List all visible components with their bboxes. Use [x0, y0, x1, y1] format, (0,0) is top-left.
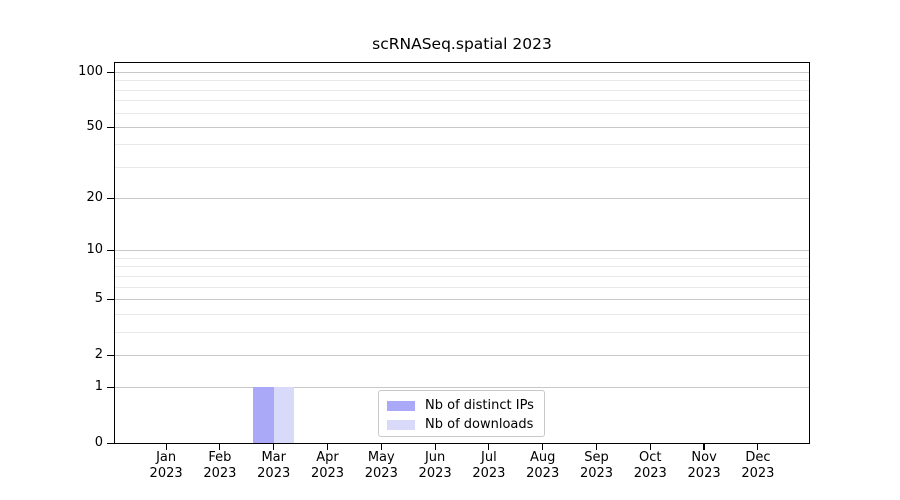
gridline-minor [115, 89, 809, 91]
x-tick-mark [326, 444, 329, 450]
y-tick-mark [107, 387, 114, 389]
legend-label-downloads: Nb of downloads [425, 417, 534, 432]
y-tick-mark [107, 298, 114, 301]
legend-entry-distinct-ips: Nb of distinct IPs [387, 397, 536, 414]
gridline-minor [115, 266, 809, 268]
x-tick-year: 2023 [687, 465, 721, 481]
y-tick-label: 0 [94, 435, 103, 450]
x-tick-year: 2023 [257, 465, 291, 481]
y-tick-label: 10 [86, 242, 103, 258]
legend: Nb of distinct IPs Nb of downloads [378, 390, 545, 437]
x-tick-mark [649, 444, 651, 450]
x-tick-month: Jun [424, 450, 446, 465]
x-tick-mark [165, 444, 167, 450]
x-tick-month: Jul [481, 450, 497, 465]
gridline-major [115, 126, 809, 128]
x-tick-year: 2023 [741, 465, 775, 481]
x-tick-month: Apr [316, 450, 339, 465]
y-tick-mark [107, 250, 114, 252]
x-tick-month: Feb [208, 450, 232, 465]
x-tick-month: Oct [639, 450, 662, 465]
x-tick-mark [488, 444, 490, 450]
legend-swatch-distinct-ips [387, 400, 415, 411]
gridline-major [115, 354, 809, 356]
legend-label-distinct-ips: Nb of distinct IPs [425, 398, 534, 413]
x-tick-year: 2023 [579, 465, 614, 481]
gridline-major [115, 72, 809, 74]
x-tick-year: 2023 [418, 465, 452, 481]
x-tick-mark [757, 444, 759, 450]
gridline-minor [115, 313, 809, 315]
y-tick-label: 100 [78, 64, 103, 80]
x-tick-month: Nov [691, 450, 717, 465]
x-tick-year: 2023 [149, 465, 183, 481]
x-tick-year: 2023 [472, 465, 506, 481]
x-tick-label: Aug 2023 [508, 450, 578, 481]
x-tick-year: 2023 [526, 465, 560, 481]
x-tick-mark [219, 444, 221, 450]
gridline-minor [115, 275, 809, 277]
x-tick-year: 2023 [364, 465, 398, 481]
x-tick-label: Nov 2023 [669, 450, 739, 481]
x-tick-year: 2023 [310, 465, 345, 481]
x-tick-label: Mar 2023 [239, 450, 309, 481]
legend-swatch-downloads [387, 419, 415, 430]
x-tick-label: Feb 2023 [185, 450, 255, 481]
x-tick-mark [595, 444, 598, 450]
x-tick-month: Sep [584, 450, 609, 465]
y-tick-label: 50 [86, 118, 103, 134]
x-tick-month: Jan [156, 450, 177, 465]
gridline-minor [115, 100, 809, 102]
x-tick-mark [380, 444, 382, 450]
gridline-major [115, 250, 809, 252]
x-tick-label: Jan 2023 [131, 450, 201, 481]
gridline-minor [115, 286, 809, 288]
y-tick-label: 2 [94, 346, 103, 362]
gridline-minor [115, 144, 809, 146]
x-tick-label: Apr 2023 [293, 450, 363, 481]
gridline-major [115, 298, 809, 300]
gridline-minor [115, 257, 809, 259]
x-tick-month: Mar [261, 450, 286, 465]
y-tick-mark [107, 354, 114, 356]
x-tick-label: May 2023 [346, 450, 416, 481]
legend-entry-downloads: Nb of downloads [387, 416, 536, 433]
x-tick-label: Dec 2023 [723, 450, 793, 481]
gridline-minor [115, 331, 809, 333]
x-tick-mark [542, 444, 544, 450]
gridline-major [115, 198, 809, 200]
plot-area [114, 62, 810, 444]
y-tick-mark [107, 443, 114, 445]
y-tick-mark [107, 72, 114, 74]
gridline-minor [115, 166, 809, 168]
gridline-minor [115, 112, 809, 114]
y-tick-mark [107, 126, 114, 129]
x-tick-mark [273, 444, 275, 450]
x-tick-month: Aug [529, 450, 556, 465]
gridline-minor [115, 80, 809, 82]
x-tick-label: Jun 2023 [400, 450, 470, 481]
gridline-major [115, 387, 809, 389]
bar-nb-of-distinct-ips [253, 387, 274, 443]
x-tick-year: 2023 [633, 465, 667, 481]
x-tick-year: 2023 [203, 465, 237, 481]
x-tick-label: Oct 2023 [615, 450, 685, 481]
x-tick-mark [703, 444, 705, 450]
y-tick-mark [107, 198, 114, 200]
x-tick-label: Jul 2023 [454, 450, 524, 481]
bar-nb-of-downloads [273, 387, 295, 443]
x-tick-month: Dec [745, 450, 771, 465]
y-tick-label: 20 [86, 190, 103, 206]
x-tick-label: Sep 2023 [561, 450, 631, 481]
y-tick-label: 1 [94, 379, 103, 395]
x-tick-mark [434, 444, 436, 450]
y-tick-label: 5 [94, 290, 103, 306]
chart-title: scRNASeq.spatial 2023 [372, 35, 552, 53]
x-tick-month: May [367, 450, 395, 465]
